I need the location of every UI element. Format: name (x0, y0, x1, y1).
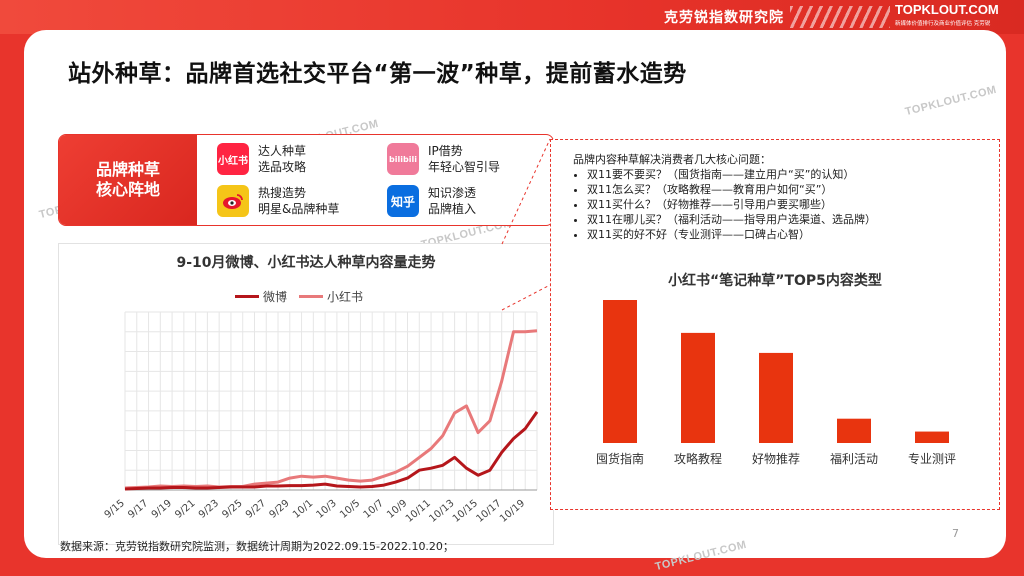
core-label-line2: 核心阵地 (95, 180, 160, 199)
data-source-note: 数据来源：克劳锐指数研究院监测，数据统计周期为2022.09.15-2022.1… (60, 540, 454, 553)
core-questions-heading: 品牌内容种草解决消费者几大核心问题： (573, 153, 771, 166)
bar-category-label: 专业测评 (908, 451, 956, 466)
x-tick-label: 9/27 (244, 498, 268, 521)
bar (837, 418, 871, 443)
top-banner: 克劳锐指数研究院 TOPKLOUT.COM 新媒体价值排行及商业价值评估 克劳锐 (0, 0, 1024, 34)
platform-line1: 热搜造势 (258, 186, 307, 200)
x-tick-label: 10/3 (315, 498, 339, 521)
question-item: 双11买什么？（好物推荐——引导用户要买哪些） (587, 197, 876, 212)
bar-category-label: 攻略教程 (674, 451, 722, 466)
trend-chart-legend: 微博 小红书 (235, 288, 375, 305)
brand-logo: TOPKLOUT.COM (895, 2, 999, 17)
weibo-icon (217, 185, 249, 217)
platform-line1: 达人种草 (258, 144, 307, 158)
x-tick-label: 10/15 (451, 498, 480, 525)
platform-line1: 知识渗透 (428, 186, 477, 200)
x-tick-label: 10/1 (291, 498, 315, 521)
bilibili-icon: bilibili (387, 143, 419, 175)
platform-line2: 选品攻略 (258, 160, 307, 174)
x-tick-label: 10/5 (338, 498, 362, 521)
bar (759, 352, 793, 443)
platform-line2: 品牌植入 (428, 202, 477, 216)
x-tick-label: 10/7 (362, 498, 386, 521)
x-tick-label: 9/17 (126, 498, 150, 521)
question-item: 双11怎么买？（攻略教程——教育用户如何“买”） (587, 182, 876, 197)
platform-line2: 明星&品牌种草 (258, 202, 340, 216)
trend-chart-title: 9-10月微博、小红书达人种草内容量走势 (176, 255, 436, 271)
x-tick-label: 10/11 (404, 498, 433, 525)
platform-weibo: 热搜造势 明星&品牌种草 (217, 185, 339, 217)
question-item: 双11在哪儿买？（福利活动——指导用户选渠道、选品牌） (587, 212, 876, 227)
bar (915, 431, 949, 443)
x-tick-label: 9/25 (220, 498, 244, 521)
bar (603, 300, 637, 443)
legend-label-xiaohongshu: 小红书 (327, 290, 364, 304)
core-platforms-label: 品牌种草 核心阵地 (59, 135, 197, 225)
watermark: TOPKLOUT.COM (653, 538, 748, 574)
trend-chart-panel: 9-10月微博、小红书达人种草内容量走势 微博 小红书 9/15 9/17 9/19… (58, 243, 554, 545)
bar-category-label: 囤货指南 (596, 451, 644, 466)
series-line-weibo (124, 411, 539, 491)
banner-stripes (790, 6, 890, 28)
legend-item-xiaohongshu: 小红书 (299, 288, 363, 305)
x-tick-label: 10/17 (474, 498, 503, 525)
page-number: 7 (952, 527, 959, 540)
slide-card: 站外种草：品牌首选社交平台“第一波”种草，提前蓄水造势 TOPKLOUT.COM… (24, 30, 1006, 573)
question-item: 双11买的好不好（专业测评——口碑占心智） (587, 227, 876, 242)
x-tick-label: 10/19 (498, 498, 527, 525)
trend-line-chart: 9/15 9/17 9/19 9/21 9/23 9/25 9/27 9/29 10/1 10/3… (103, 311, 539, 525)
series-line-xiaohongshu (124, 329, 538, 490)
platform-line2: 年轻心智引导 (428, 160, 501, 174)
x-tick-label: 10/13 (427, 498, 456, 525)
brand-tagline: 新媒体价值排行及商业价值评估 克劳锐 (895, 21, 991, 27)
platform-line1: IP借势 (428, 144, 463, 158)
core-platforms-panel: 品牌种草 核心阵地 小红书 达人种草 选品攻略 bilibili IP借势 年轻… (58, 134, 554, 226)
watermark: TOPKLOUT.COM (903, 83, 998, 119)
brand-name-cn: 克劳锐指数研究院 (664, 10, 784, 26)
bar-chart-title: 小红书“笔记种草”TOP5内容类型 (668, 273, 882, 289)
x-tick-label: 9/21 (173, 498, 197, 521)
legend-item-weibo: 微博 (235, 288, 287, 305)
platform-bilibili: bilibili IP借势 年轻心智引导 (387, 143, 500, 175)
x-tick-label: 9/19 (150, 498, 174, 521)
x-tick-label: 9/29 (267, 498, 291, 521)
x-tick-label: 9/15 (103, 498, 127, 521)
platform-zhihu: 知乎 知识渗透 品牌植入 (387, 185, 476, 217)
platform-xiaohongshu: 小红书 达人种草 选品攻略 (217, 143, 306, 175)
xiaohongshu-icon: 小红书 (217, 143, 249, 175)
bar-category-label: 好物推荐 (752, 452, 800, 466)
bar (681, 332, 715, 443)
core-questions: 品牌内容种草解决消费者几大核心问题： 双11要不要买？（囤货指南——建立用户“买… (573, 152, 876, 242)
bar-category-label: 福利活动 (830, 451, 878, 466)
core-label-line1: 品牌种草 (95, 160, 160, 179)
top5-bar-chart: 囤货指南 攻略教程 好物推荐 福利活动 专业测评 (596, 300, 956, 466)
zhihu-icon: 知乎 (387, 185, 419, 217)
legend-label-weibo: 微博 (263, 290, 288, 304)
x-tick-label: 9/23 (197, 498, 221, 521)
content-types-panel: 品牌内容种草解决消费者几大核心问题： 双11要不要买？（囤货指南——建立用户“买… (550, 139, 1000, 510)
question-item: 双11要不要买？（囤货指南——建立用户“买”的认知） (587, 167, 876, 182)
slide-title: 站外种草：品牌首选社交平台“第一波”种草，提前蓄水造势 (68, 61, 687, 87)
